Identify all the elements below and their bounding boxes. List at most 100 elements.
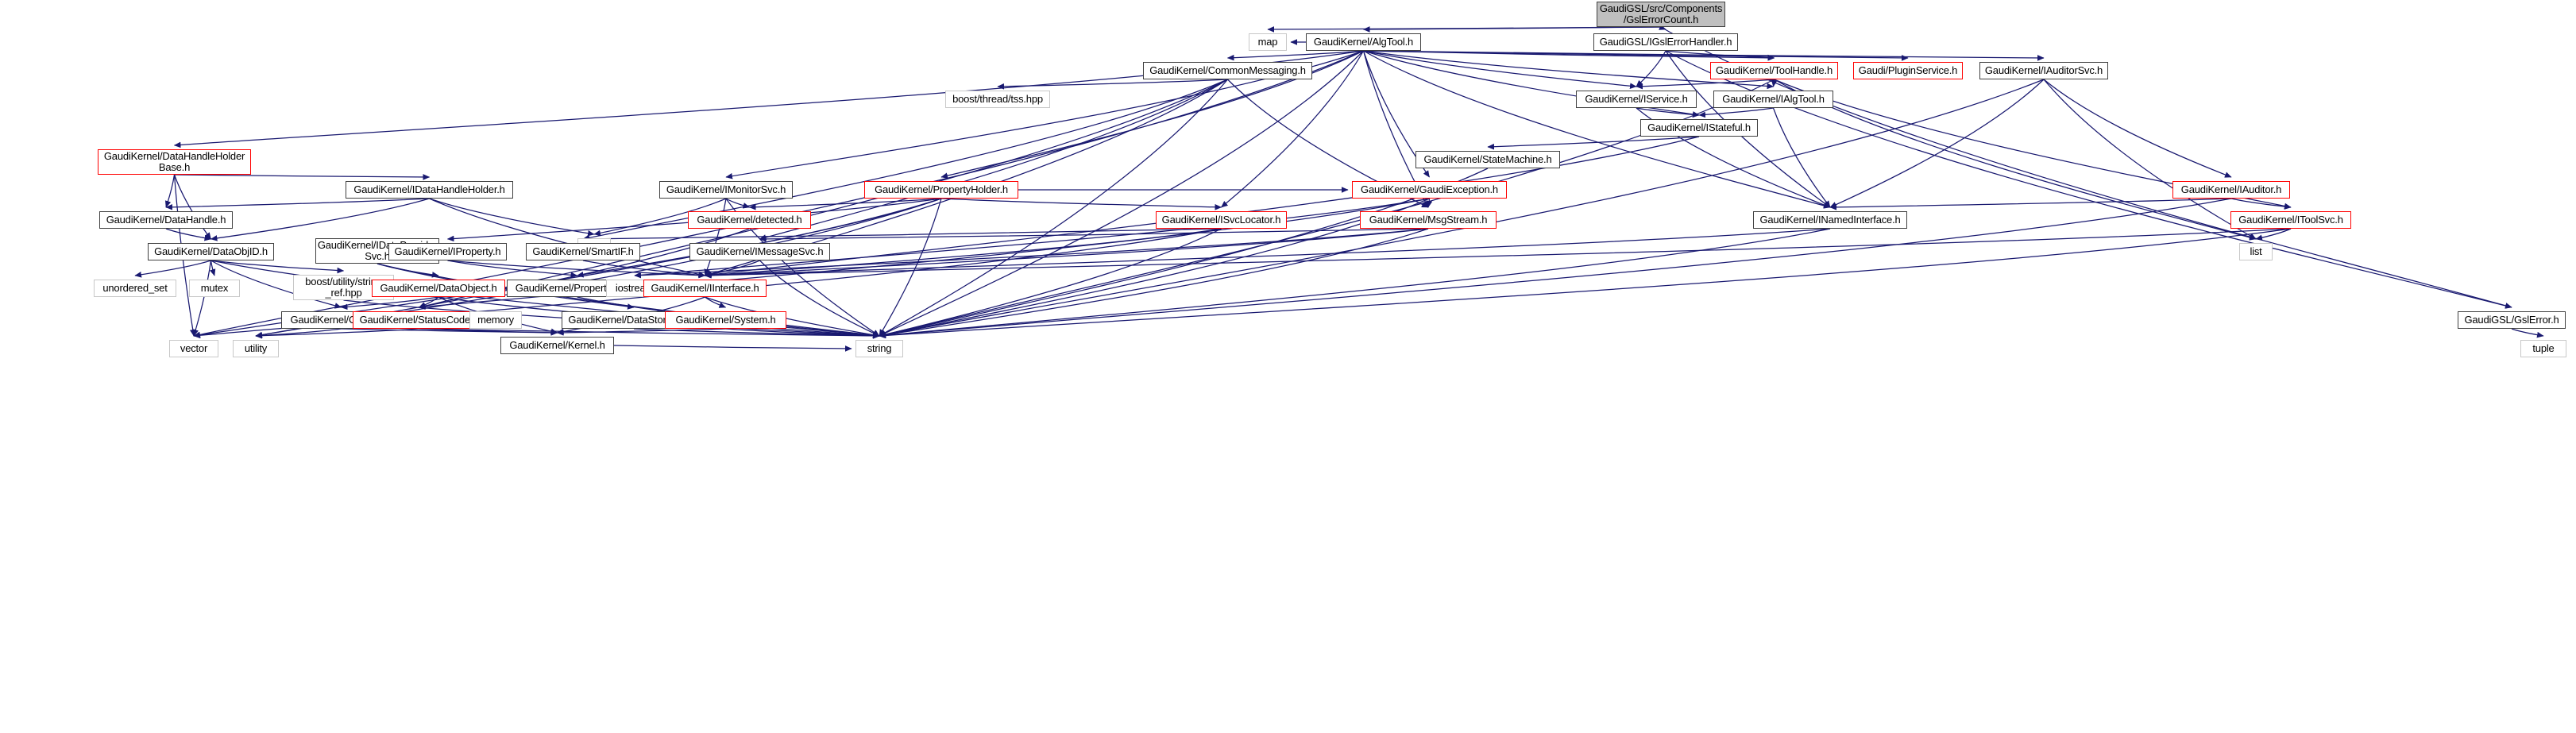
graph-edge: [192, 260, 212, 337]
graph-node-ialgtool[interactable]: GaudiKernel/IAlgTool.h: [1713, 91, 1833, 108]
graph-node-algtool[interactable]: GaudiKernel/AlgTool.h: [1306, 33, 1421, 51]
graph-edge: [879, 198, 942, 337]
graph-edge: [2043, 79, 2232, 178]
graph-node-iauditor[interactable]: GaudiKernel/IAuditor.h: [2172, 181, 2290, 199]
graph-edge: [582, 228, 1222, 242]
graph-node-system[interactable]: GaudiKernel/System.h: [665, 311, 786, 329]
graph-node-mutex[interactable]: mutex: [189, 280, 240, 297]
graph-node-toolhandle[interactable]: GaudiKernel/ToolHandle.h: [1710, 62, 1838, 79]
graph-edge: [1267, 26, 1662, 33]
graph-edge: [879, 50, 1364, 337]
graph-node-list[interactable]: list: [2239, 243, 2273, 260]
graph-edge: [2511, 328, 2544, 338]
graph-edge: [1221, 50, 1365, 208]
graph-edge: [210, 260, 880, 339]
graph-node-iproperty[interactable]: GaudiKernel/IProperty.h: [388, 243, 507, 260]
graph-node-string[interactable]: string: [855, 340, 903, 357]
graph-edge: [1772, 107, 1831, 208]
graph-edge: [940, 198, 1222, 210]
graph-node-idatahandleholder[interactable]: GaudiKernel/IDataHandleHolder.h: [346, 181, 513, 199]
graph-edge: [1363, 50, 1637, 89]
graph-node-imessagesvc[interactable]: GaudiKernel/IMessageSvc.h: [689, 243, 830, 260]
graph-edge: [255, 328, 419, 339]
graph-edge: [1698, 107, 1774, 118]
graph-edge: [879, 198, 2232, 339]
graph-edge: [1363, 50, 1831, 209]
graph-edge: [879, 228, 1831, 339]
graph-edge: [997, 79, 1228, 90]
graph-edge: [879, 79, 2045, 338]
graph-node-iauditorsvc[interactable]: GaudiKernel/IAuditorSvc.h: [1979, 62, 2108, 79]
graph-edge: [165, 198, 430, 210]
graph-edge: [613, 345, 852, 352]
graph-edge: [2230, 198, 2292, 210]
graph-edge: [1426, 198, 1433, 208]
graph-node-unordered_set[interactable]: unordered_set: [94, 280, 176, 297]
graph-edge: [582, 79, 1228, 241]
graph-node-statemachine[interactable]: GaudiKernel/StateMachine.h: [1415, 151, 1560, 168]
graph-edge: [704, 228, 1831, 279]
graph-edge: [704, 228, 1222, 279]
graph-edge: [1363, 50, 2045, 61]
graph-node-dataobjid[interactable]: GaudiKernel/DataObjID.h: [148, 243, 274, 260]
graph-edge: [704, 260, 760, 278]
graph-edge: [1363, 50, 1700, 118]
graph-node-tuple[interactable]: tuple: [2520, 340, 2566, 357]
graph-edge: [759, 260, 880, 337]
graph-node-kernel[interactable]: GaudiKernel/Kernel.h: [500, 337, 614, 354]
graph-node-boosttss[interactable]: boost/thread/tss.hpp: [945, 91, 1050, 108]
graph-node-isvclocator[interactable]: GaudiKernel/ISvcLocator.h: [1156, 211, 1287, 229]
graph-node-map[interactable]: map: [1249, 33, 1287, 51]
graph-node-commonmessaging[interactable]: GaudiKernel/CommonMessaging.h: [1143, 62, 1312, 79]
graph-edge: [1665, 50, 1831, 208]
graph-edge: [705, 296, 727, 308]
graph-edge: [447, 260, 706, 279]
graph-edge: [1226, 50, 1364, 61]
graph-edge: [1829, 198, 2232, 210]
graph-edge: [759, 228, 1429, 242]
graph-node-root: GaudiGSL/src/Components /GslErrorCount.h: [1597, 2, 1725, 27]
graph-node-memory[interactable]: memory: [469, 311, 522, 329]
graph-node-msgstream[interactable]: GaudiKernel/MsgStream.h: [1360, 211, 1497, 229]
graph-node-imonitorsvc[interactable]: GaudiKernel/IMonitorSvc.h: [659, 181, 793, 199]
graph-edge: [447, 260, 578, 279]
graph-node-dataobject[interactable]: GaudiKernel/DataObject.h: [372, 280, 505, 297]
graph-node-gaudiexception[interactable]: GaudiKernel/GaudiException.h: [1352, 181, 1507, 199]
graph-node-datahandleholderbase[interactable]: GaudiKernel/DataHandleHolder Base.h: [98, 149, 251, 175]
graph-edge: [210, 198, 430, 241]
graph-edge: [418, 79, 1228, 309]
graph-node-smartif[interactable]: GaudiKernel/SmartIF.h: [526, 243, 640, 260]
graph-edge: [556, 328, 726, 336]
graph-edge: [634, 198, 1430, 279]
graph-edge: [879, 79, 1775, 338]
graph-node-detected[interactable]: GaudiKernel/detected.h: [688, 211, 811, 229]
graph-edge: [429, 198, 595, 237]
graph-edge: [340, 296, 439, 311]
graph-edge: [879, 228, 1222, 338]
graph-node-iservice[interactable]: GaudiKernel/IService.h: [1576, 91, 1697, 108]
graph-node-itoolsvc[interactable]: GaudiKernel/IToolSvc.h: [2230, 211, 2351, 229]
graph-edge: [209, 260, 216, 276]
graph-node-igslerrorhandler[interactable]: GaudiGSL/IGslErrorHandler.h: [1593, 33, 1738, 51]
graph-edge: [582, 260, 706, 279]
graph-node-iinterface[interactable]: GaudiKernel/IInterface.h: [643, 280, 767, 297]
graph-edge: [1636, 107, 1700, 118]
graph-node-statuscode[interactable]: GaudiKernel/StatusCode.h: [353, 311, 485, 329]
graph-edge: [134, 260, 211, 278]
graph-node-vector[interactable]: vector: [169, 340, 218, 357]
graph-node-pluginservice[interactable]: Gaudi/PluginService.h: [1853, 62, 1963, 79]
graph-edge: [1487, 136, 1700, 150]
graph-edge: [879, 228, 2292, 339]
graph-edge: [705, 296, 880, 338]
graph-node-istateful[interactable]: GaudiKernel/IStateful.h: [1640, 119, 1758, 137]
graph-node-gslerror[interactable]: GaudiGSL/GslError.h: [2458, 311, 2566, 329]
graph-node-datahandle[interactable]: GaudiKernel/DataHandle.h: [99, 211, 233, 229]
graph-node-inamedinterface[interactable]: GaudiKernel/INamedInterface.h: [1753, 211, 1907, 229]
graph-edge: [210, 260, 342, 309]
graph-node-propertyholder[interactable]: GaudiKernel/PropertyHolder.h: [864, 181, 1018, 199]
graph-edge: [210, 260, 345, 274]
graph-edge: [164, 174, 176, 208]
graph-edge: [173, 174, 196, 337]
graph-edge: [704, 228, 1429, 279]
graph-node-utility[interactable]: utility: [233, 340, 279, 357]
